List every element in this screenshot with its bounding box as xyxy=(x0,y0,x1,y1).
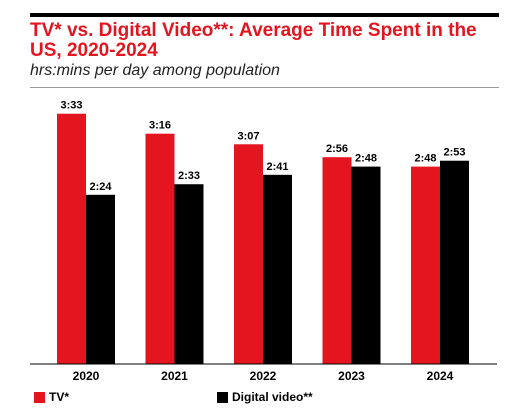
value-label-tv-2022: 3:07 xyxy=(237,130,259,142)
value-labels-layer: 3:33 2:24 3:16 2:33 3:07 2:41 2:56 2:48 2:48 2:53 xyxy=(60,100,465,193)
value-label-tv-2021: 3:16 xyxy=(149,120,171,132)
legend-label-digital-video: Digital video** xyxy=(232,390,313,404)
value-label-digital-video-2022: 2:41 xyxy=(266,161,288,173)
bar-tv-2022 xyxy=(234,144,263,364)
x-tick-label-2022: 2022 xyxy=(250,369,277,383)
title-top-rule xyxy=(30,13,499,17)
bar-digital-video-2021 xyxy=(174,184,204,364)
bar-tv-2021 xyxy=(145,133,175,364)
bars-layer xyxy=(57,113,469,364)
chart-subtitle: hrs:mins per day among population xyxy=(30,62,280,79)
bar-tv-2023 xyxy=(322,157,352,364)
bar-digital-video-2020 xyxy=(86,194,115,364)
value-label-digital-video-2020: 2:24 xyxy=(89,181,112,193)
value-label-tv-2020: 3:33 xyxy=(60,100,82,112)
x-tick-label-2023: 2023 xyxy=(338,369,365,383)
bar-tv-2020 xyxy=(57,113,86,364)
x-tick-labels-layer: 2020 2021 2022 2023 2024 xyxy=(73,369,454,383)
value-label-digital-video-2021: 2:33 xyxy=(178,170,200,182)
bar-tv-2024 xyxy=(411,166,440,364)
x-tick-label-2024: 2024 xyxy=(427,369,454,383)
value-label-tv-2024: 2:48 xyxy=(414,153,436,165)
value-label-tv-2023: 2:56 xyxy=(326,143,348,155)
bar-digital-video-2023 xyxy=(351,166,381,364)
subtitle-rule xyxy=(30,87,499,88)
legend: TV* Digital video** xyxy=(34,389,474,405)
legend-swatch-digital-video xyxy=(217,392,228,403)
legend-label-tv: TV* xyxy=(49,390,70,404)
chart-title: TV* vs. Digital Video**: Average Time Sp… xyxy=(30,20,477,61)
x-tick-label-2020: 2020 xyxy=(73,369,100,383)
bar-digital-video-2022 xyxy=(263,174,292,364)
x-tick-label-2021: 2021 xyxy=(161,369,188,383)
value-label-digital-video-2024: 2:53 xyxy=(443,147,465,159)
bar-digital-video-2024 xyxy=(440,160,469,364)
legend-swatch-tv xyxy=(34,392,45,403)
value-label-digital-video-2023: 2:48 xyxy=(355,153,377,165)
